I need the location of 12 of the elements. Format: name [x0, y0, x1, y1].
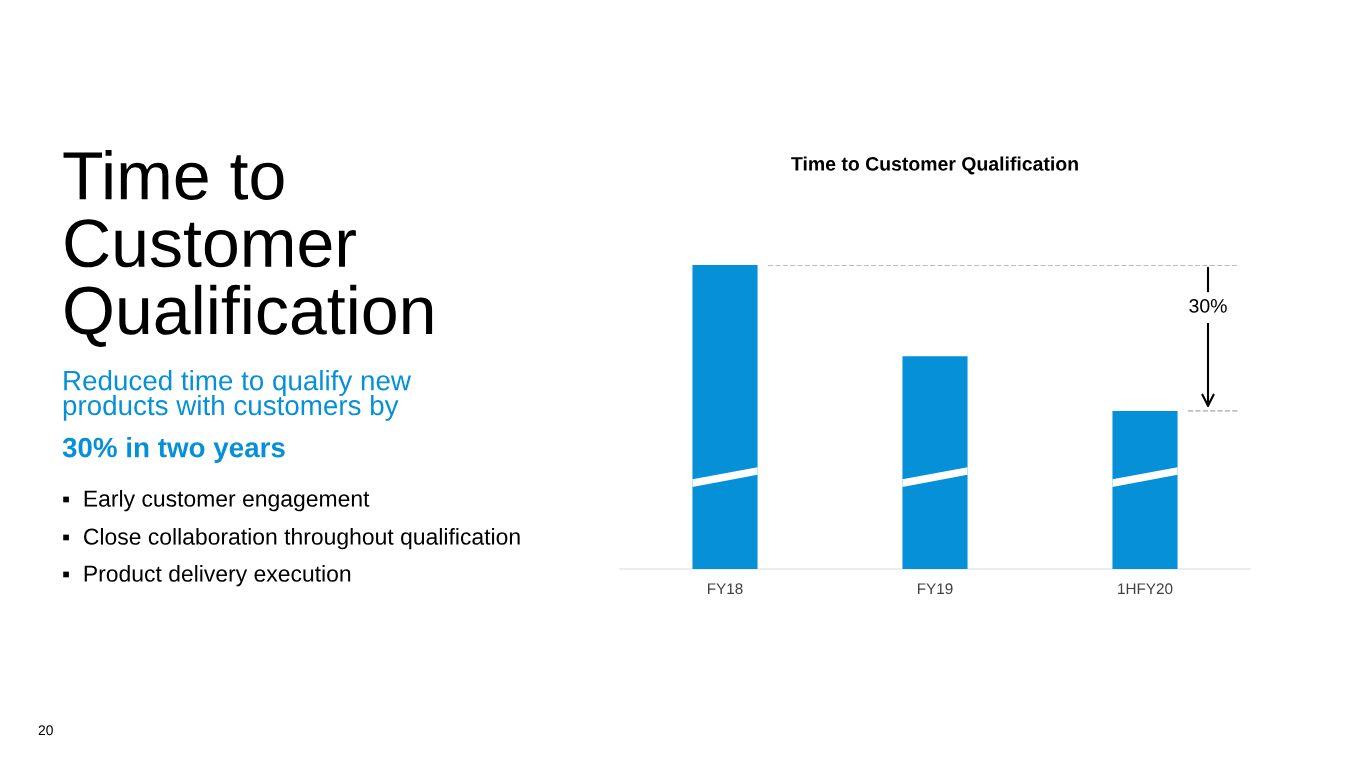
text: 30% in two years: [62, 437, 285, 463]
x-tick-label: FY19: [918, 583, 953, 595]
text: ▪ Product delivery execution: [63, 565, 351, 587]
text: Reduced time to qualify new products with customers by: [63, 370, 412, 421]
text: 20: [38, 725, 53, 736]
chart-title: Time to Customer Qualification: [791, 156, 1078, 175]
text: Time to Customer Qualification: [63, 150, 433, 347]
x-tick-label: FY18: [708, 583, 743, 595]
annotation: 30%: [1189, 299, 1227, 313]
text: ▪ Close collaboration throughout qualification: [63, 528, 520, 550]
x-tick-label: 1HFY20: [1118, 583, 1173, 595]
text: ▪ Early customer engagement: [63, 490, 370, 512]
